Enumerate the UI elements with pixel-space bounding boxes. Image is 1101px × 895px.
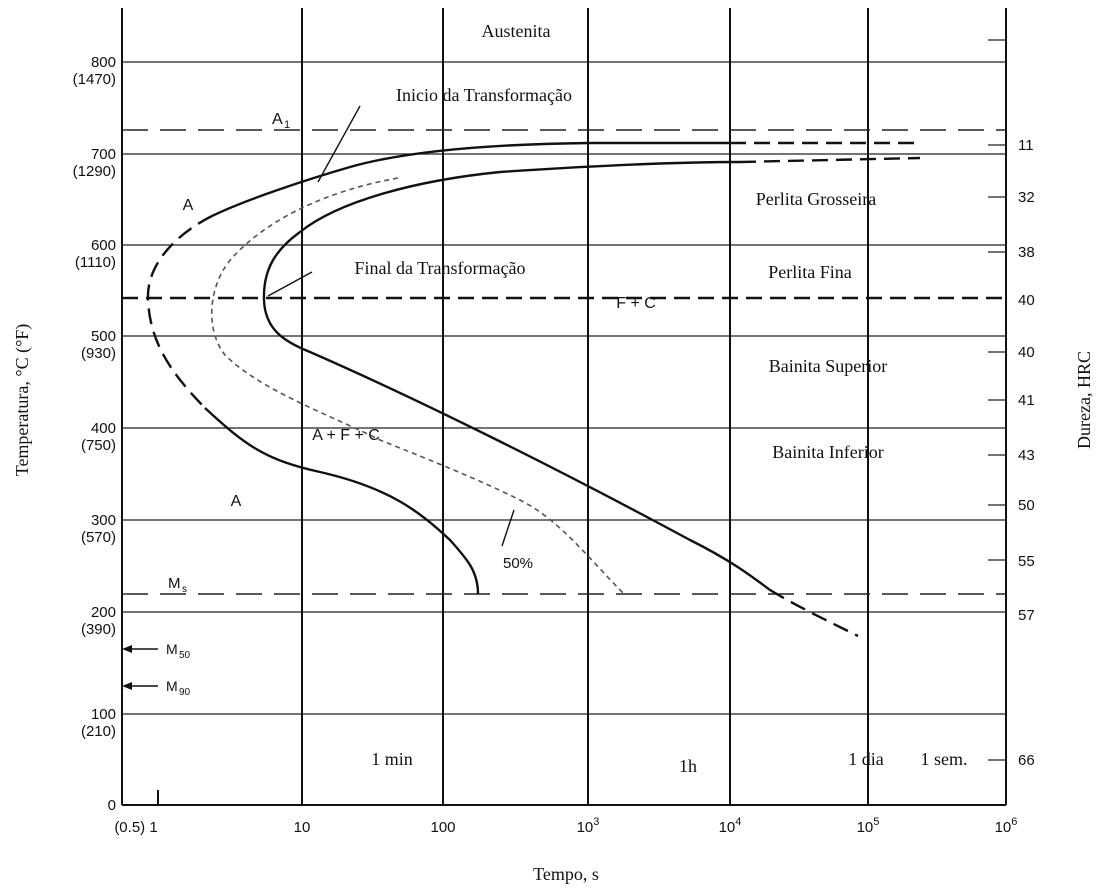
temperature-gridlines	[122, 61, 1006, 715]
a1-label-sub: 1	[284, 119, 290, 131]
start-transformation-label: Inicio da Transformação	[396, 85, 572, 105]
y-tick-celsius: 200	[91, 604, 116, 621]
y-tick-celsius: 100	[91, 706, 116, 723]
m50-label-main: M	[166, 641, 178, 657]
start-transformation-curve	[211, 141, 730, 218]
x-tick-label: 100	[430, 819, 455, 836]
austenite-lower-label: A	[231, 493, 242, 510]
f-c-label: F + C	[616, 295, 656, 312]
y-tick-fahrenheit: (750)	[81, 437, 116, 454]
y-tick-celsius: 700	[91, 146, 116, 163]
m50-label: M 50	[166, 641, 191, 661]
upper-bainite-label: Bainita Superior	[769, 356, 887, 376]
end-transformation-curve-dashed-top	[739, 156, 921, 164]
hrc-label: 43	[1018, 447, 1035, 464]
hrc-label: 38	[1018, 244, 1035, 261]
a1-label: A 1	[272, 111, 290, 131]
m90-label-main: M	[166, 678, 178, 694]
x-tick-labels: (0.5) 1 10 100 103 104 105 106	[114, 816, 1017, 836]
time-marker-week: 1 sem.	[921, 749, 968, 769]
time-marker-hour: 1h	[679, 756, 697, 776]
hrc-ticks	[988, 39, 1006, 761]
austenite-upper-label: A	[183, 197, 194, 214]
m50-arrow	[122, 645, 158, 653]
end-transformation-leader	[267, 271, 313, 297]
lower-bainite-label: Bainita Inferior	[772, 442, 883, 462]
hrc-label: 11	[1018, 137, 1034, 154]
hrc-label: 55	[1018, 553, 1035, 570]
fifty-percent-curve	[210, 177, 625, 595]
y-tick-fahrenheit: (1290)	[73, 163, 116, 180]
hrc-label: 32	[1018, 189, 1035, 206]
austenite-region-label: Austenita	[482, 21, 551, 41]
end-transformation-curve-upper	[299, 160, 741, 233]
hrc-label: 66	[1018, 752, 1035, 769]
m90-arrow	[122, 682, 158, 690]
y-tick-celsius: 400	[91, 420, 116, 437]
y-tick-fahrenheit: (570)	[81, 529, 116, 546]
x-tick-label: 10	[294, 819, 311, 836]
y-tick-labels: 800 (1470) 700 (1290) 600 (1110) 500 (93…	[73, 54, 116, 814]
end-transformation-curve	[262, 231, 771, 591]
fifty-percent-leader	[501, 509, 515, 547]
hrc-tick-labels: 11 32 38 40 40 41 43 50 55 57 66	[1018, 137, 1035, 769]
y-tick-fahrenheit: (1470)	[73, 71, 116, 88]
y-tick-fahrenheit: (390)	[81, 621, 116, 638]
y-tick-celsius: 500	[91, 328, 116, 345]
time-marker-minute: 1 min	[371, 749, 413, 769]
coarse-pearlite-label: Perlita Grosseira	[756, 189, 876, 209]
x-tick-label: (0.5) 1	[114, 819, 157, 836]
y-tick-celsius: 600	[91, 237, 116, 254]
ms-label-sub: s	[182, 584, 187, 595]
a-f-c-label: A + F + C	[312, 427, 380, 444]
a1-label-main: A	[272, 111, 283, 128]
hrc-label: 40	[1018, 344, 1035, 361]
end-transformation-label: Final da Transformação	[355, 258, 526, 278]
time-marker-day: 1 dia	[848, 749, 884, 769]
m90-label: M 90	[166, 678, 191, 698]
end-transformation-curve-dashed-bottom	[769, 588, 859, 638]
start-transformation-curve-dashed-nose	[146, 214, 213, 409]
hrc-label: 40	[1018, 292, 1035, 309]
ms-label-main: M	[168, 575, 181, 592]
hrc-label: 57	[1018, 607, 1035, 624]
m90-label-sub: 90	[179, 687, 191, 698]
hrc-label: 50	[1018, 497, 1035, 514]
hrc-label: 41	[1018, 392, 1035, 409]
start-transformation-curve-lower	[204, 407, 480, 595]
fine-pearlite-label: Perlita Fina	[768, 262, 852, 282]
x-tick-label: 104	[719, 816, 742, 836]
x-tick-label: 103	[577, 816, 600, 836]
start-transformation-leader	[317, 105, 361, 183]
ms-label: M s	[168, 575, 187, 595]
y-tick-celsius: 300	[91, 512, 116, 529]
x-axis-title: Tempo, s	[533, 864, 599, 884]
y-tick-fahrenheit: (1110)	[75, 254, 116, 271]
time-gridlines	[157, 8, 869, 805]
y-tick-fahrenheit: (210)	[81, 723, 116, 740]
y-tick-fahrenheit: (930)	[81, 345, 116, 362]
y-axis-right-title: Dureza, HRC	[1074, 351, 1094, 449]
y-tick-celsius: 0	[108, 797, 116, 814]
x-tick-label: 105	[857, 816, 880, 836]
y-tick-celsius: 800	[91, 54, 116, 71]
y-axis-left-title: Temperatura, °C (°F)	[12, 324, 33, 477]
x-tick-label: 106	[995, 816, 1018, 836]
m50-label-sub: 50	[179, 650, 191, 661]
fifty-percent-label: 50%	[503, 555, 533, 572]
